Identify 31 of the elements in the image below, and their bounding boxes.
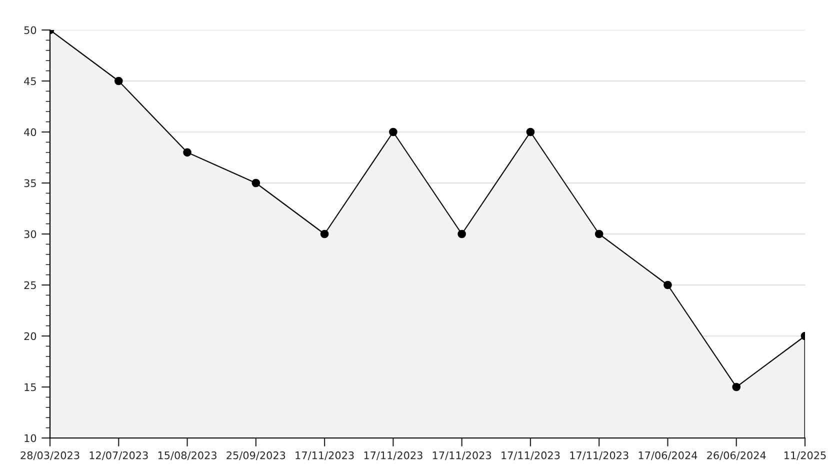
x-tick-label: 28/03/2023 bbox=[20, 451, 80, 460]
point bbox=[664, 280, 672, 290]
x-tick-label: 17/11/2023 bbox=[432, 451, 491, 460]
point bbox=[114, 76, 123, 86]
y-tick-label: 40 bbox=[24, 128, 36, 136]
x-tick-label: 17/06/2024 bbox=[638, 451, 698, 460]
point bbox=[732, 382, 741, 392]
y-tick-label: 30 bbox=[24, 230, 36, 238]
x-tick-label: 15/08/2023 bbox=[158, 451, 216, 460]
x-tick-label: 11/2025 bbox=[784, 451, 826, 460]
x-tick-label: 26/06/2024 bbox=[707, 451, 766, 460]
x-tick-label: 17/11/2023 bbox=[296, 451, 354, 460]
y-tick-label: 35 bbox=[24, 179, 36, 188]
x-tick-label: 17/11/2023 bbox=[502, 451, 560, 460]
point bbox=[526, 128, 535, 136]
point bbox=[389, 128, 398, 136]
x-tick-label: 17/11/2023 bbox=[364, 451, 422, 460]
y-tick-label: 45 bbox=[24, 77, 36, 86]
point bbox=[183, 148, 192, 157]
point bbox=[458, 230, 466, 238]
x-tick-label: 25/09/2023 bbox=[226, 451, 286, 460]
point bbox=[594, 230, 604, 238]
x-tick-label: 12/07/2023 bbox=[90, 451, 148, 460]
point bbox=[252, 178, 260, 188]
point bbox=[320, 230, 329, 238]
y-tick-label: 25 bbox=[24, 281, 36, 290]
y-tick-label: 50 bbox=[24, 26, 36, 34]
x-tick-label: 17/11/2023 bbox=[570, 451, 628, 460]
y-tick-label: 10 bbox=[24, 434, 36, 442]
y-tick-label: 20 bbox=[24, 332, 36, 340]
y-tick-label: 15 bbox=[24, 383, 36, 392]
